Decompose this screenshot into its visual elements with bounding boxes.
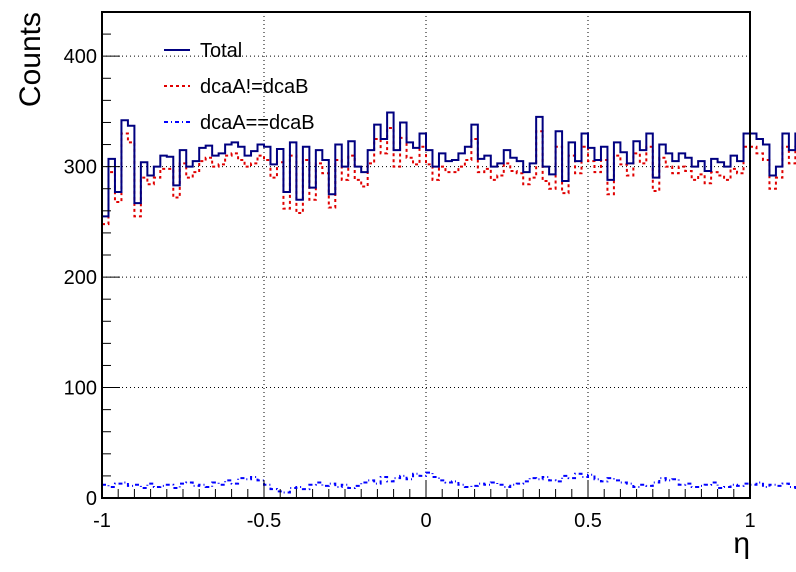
legend-label: dcaA!=dcaB [200,76,308,98]
series-dcaa-dcab-line [102,126,796,226]
x-tick-label: 0.5 [574,510,602,532]
x-tick-label: -1 [93,510,111,532]
legend: Total dcaA!=dcaB dcaA==dcaB [164,40,315,134]
legend-label: dcaA==dcaB [200,112,315,134]
y-tick-label: 400 [64,46,97,68]
series-layer [102,111,796,494]
y-tick-label: 100 [64,378,97,400]
x-tick-label: 0 [420,510,431,532]
y-tick-label: 0 [86,488,97,510]
y-tick-label: 200 [64,267,97,289]
x-tick-label: 1 [744,510,755,532]
legend-label: Total [200,40,242,62]
y-axis-label: Counts [14,12,47,107]
x-tick-label: -0.5 [247,510,281,532]
x-axis-label: η [733,527,750,560]
grid-lines [102,12,750,498]
series-total-line [102,111,796,218]
x-axis-ticks: -1 -0.5 0 0.5 1 [93,480,756,532]
y-axis-ticks: 0 100 200 300 400 [64,11,120,510]
y-tick-label: 300 [64,157,97,179]
series-dcaa-dcab-line [102,471,796,494]
